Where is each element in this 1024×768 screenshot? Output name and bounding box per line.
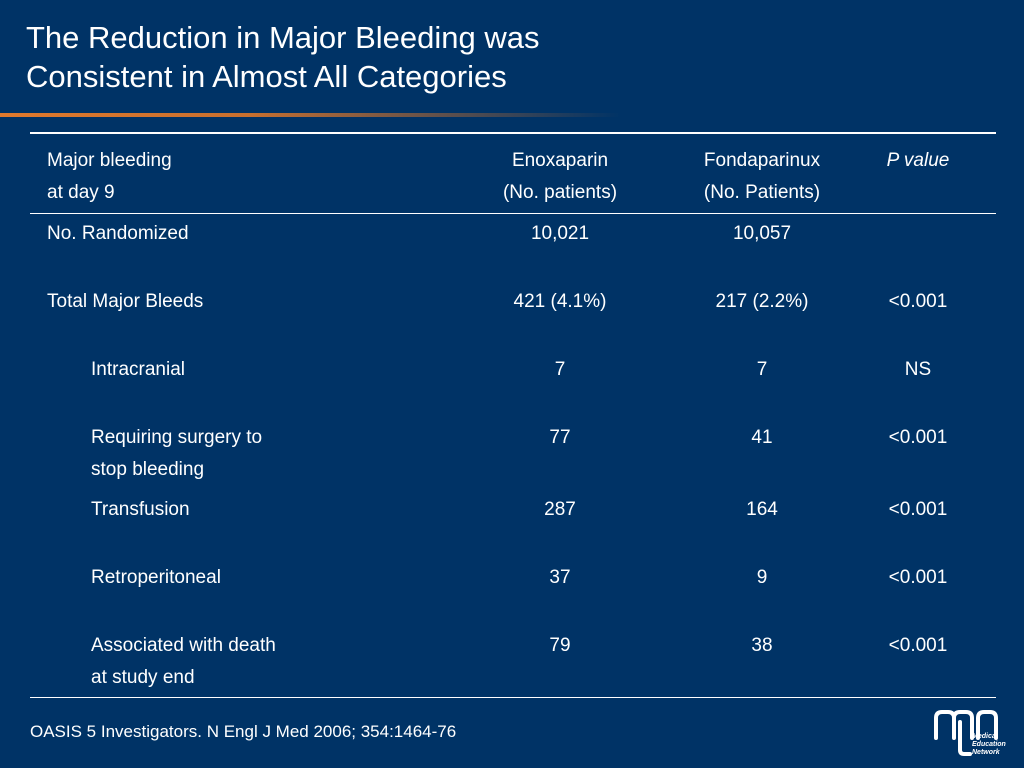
row-label: Associated with death at study end bbox=[91, 635, 276, 688]
row-p-value: <0.001 bbox=[888, 567, 948, 588]
row-p-value: <0.001 bbox=[888, 291, 948, 312]
row-fondaparinux-value: 7 bbox=[756, 359, 768, 380]
table-bottom-rule bbox=[30, 697, 996, 698]
row-fondaparinux-value: 9 bbox=[756, 567, 768, 588]
row-enoxaparin-value: 79 bbox=[549, 635, 571, 656]
row-p-value: NS bbox=[904, 359, 932, 380]
row-fondaparinux-value: 10,057 bbox=[732, 223, 792, 244]
row-enoxaparin-value: 421 (4.1%) bbox=[513, 291, 607, 312]
title-accent-line bbox=[0, 113, 620, 117]
row-fondaparinux-value: 38 bbox=[751, 635, 773, 656]
header-enoxaparin: Enoxaparin (No. patients) bbox=[502, 150, 618, 203]
row-p-value: <0.001 bbox=[888, 499, 948, 520]
logo-word-education: Education bbox=[972, 741, 1006, 748]
logo-word-network: Network bbox=[972, 749, 1001, 756]
row-p-value: <0.001 bbox=[888, 635, 948, 656]
row-label: Requiring surgery to stop bleeding bbox=[91, 427, 263, 480]
header-fondaparinux: Fondaparinux (No. Patients) bbox=[703, 150, 821, 203]
header-p-value: P value bbox=[886, 150, 950, 171]
title-line-2: Consistent in Almost All Categories bbox=[26, 59, 507, 94]
row-enoxaparin-value: 37 bbox=[549, 567, 571, 588]
row-fondaparinux-value: 217 (2.2%) bbox=[715, 291, 809, 312]
row-enoxaparin-value: 287 bbox=[544, 499, 576, 520]
row-label: No. Randomized bbox=[47, 223, 189, 244]
row-enoxaparin-value: 10,021 bbox=[530, 223, 590, 244]
header-major-bleeding: Major bleeding at day 9 bbox=[47, 150, 172, 203]
medical-education-network-logo: Medical Education Network bbox=[934, 710, 1006, 756]
table-header-rule bbox=[30, 213, 996, 214]
title-line-1: The Reduction in Major Bleeding was bbox=[26, 20, 540, 55]
row-label: Total Major Bleeds bbox=[47, 291, 204, 312]
slide-title: The Reduction in Major Bleeding was Cons… bbox=[26, 18, 540, 96]
citation: OASIS 5 Investigators. N Engl J Med 2006… bbox=[30, 722, 457, 741]
row-p-value: <0.001 bbox=[888, 427, 948, 448]
logo-word-medical: Medical bbox=[972, 733, 999, 740]
row-label: Retroperitoneal bbox=[91, 567, 221, 588]
table-top-rule bbox=[30, 132, 996, 134]
row-label: Transfusion bbox=[91, 499, 190, 520]
row-label: Intracranial bbox=[91, 359, 185, 380]
row-fondaparinux-value: 164 bbox=[746, 499, 778, 520]
row-enoxaparin-value: 77 bbox=[549, 427, 571, 448]
row-enoxaparin-value: 7 bbox=[554, 359, 566, 380]
row-fondaparinux-value: 41 bbox=[751, 427, 773, 448]
